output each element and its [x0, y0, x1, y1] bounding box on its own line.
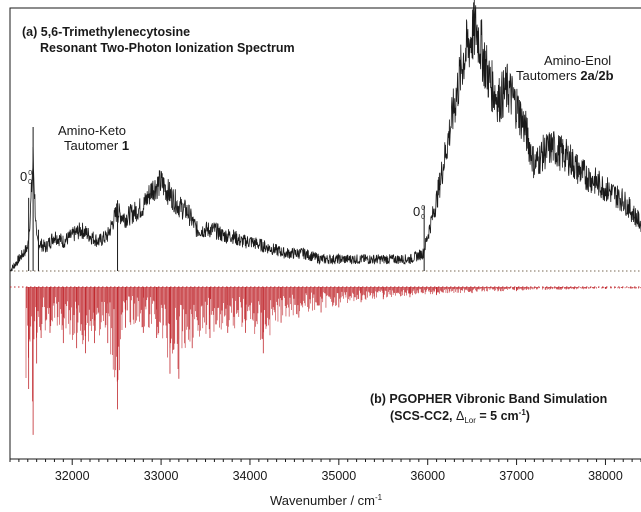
x-axis-label-sup: -1 — [375, 493, 383, 502]
origin-enol-sup: 0 — [421, 205, 425, 212]
panel-b-title-sup: -1 — [519, 408, 527, 417]
spectrum-a-trace — [9, 0, 641, 272]
x-axis-label-text: Wavenumber / cm — [270, 493, 375, 508]
amino-enol-tautomers-label: Tautomers 2a/2b — [516, 68, 614, 83]
panel-b-title-delta: Δ — [456, 409, 464, 423]
x-tick-label: 38000 — [588, 469, 623, 483]
amino-enol-2b: 2b — [598, 68, 613, 83]
amino-enol-2a: 2a — [580, 68, 595, 83]
panel-a-title-line1: (a) 5,6-Trimethylenecytosine — [22, 25, 190, 39]
plot-frame — [9, 7, 641, 460]
panel-b-title-sub: Lor — [464, 416, 476, 425]
spectrum-a-series — [9, 0, 641, 272]
origin-label-enol: 00 0 — [413, 204, 425, 221]
panel-b-title-line2: (SCS-CC2, ΔLor = 5 cm-1) — [390, 408, 530, 425]
origin-keto-zero: 0 — [20, 169, 27, 184]
amino-keto-tautomer-label: Tautomer 1 — [64, 138, 129, 153]
amino-keto-tautomer-word: Tautomer — [64, 138, 119, 153]
origin-enol-sub: 0 — [421, 214, 425, 221]
spectrum-b-series — [25, 287, 641, 435]
origin-keto-sub: 0 — [28, 179, 32, 186]
x-axis-ticks: 32000 33000 34000 35000 36000 37000 38000 — [9, 459, 641, 483]
x-axis-label: Wavenumber / cm-1 — [270, 493, 383, 508]
panel-b-title-pre: (SCS-CC2, — [390, 409, 456, 423]
panel-b-title-line1: (b) PGOPHER Vibronic Band Simulation — [370, 392, 607, 406]
amino-enol-label: Amino-Enol — [544, 53, 611, 68]
x-tick-label: 32000 — [55, 469, 90, 483]
x-tick-label: 34000 — [233, 469, 268, 483]
x-tick-label: 35000 — [321, 469, 356, 483]
amino-keto-tautomer-number: 1 — [122, 138, 129, 153]
panel-b-title-end: ) — [526, 409, 530, 423]
x-tick-label: 33000 — [144, 469, 179, 483]
origin-label-keto: 00 0 — [20, 169, 32, 186]
panel-b-title-mid: = 5 cm — [476, 409, 519, 423]
origin-enol-zero: 0 — [413, 204, 420, 219]
x-tick-label: 36000 — [410, 469, 445, 483]
amino-enol-slash: / — [595, 68, 599, 83]
amino-keto-label: Amino-Keto — [58, 123, 126, 138]
panel-a-title-line2: Resonant Two-Photon Ionization Spectrum — [40, 41, 295, 55]
origin-keto-sup: 0 — [28, 170, 32, 177]
amino-enol-tautomers-word: Tautomers — [516, 68, 577, 83]
x-tick-label: 37000 — [499, 469, 534, 483]
